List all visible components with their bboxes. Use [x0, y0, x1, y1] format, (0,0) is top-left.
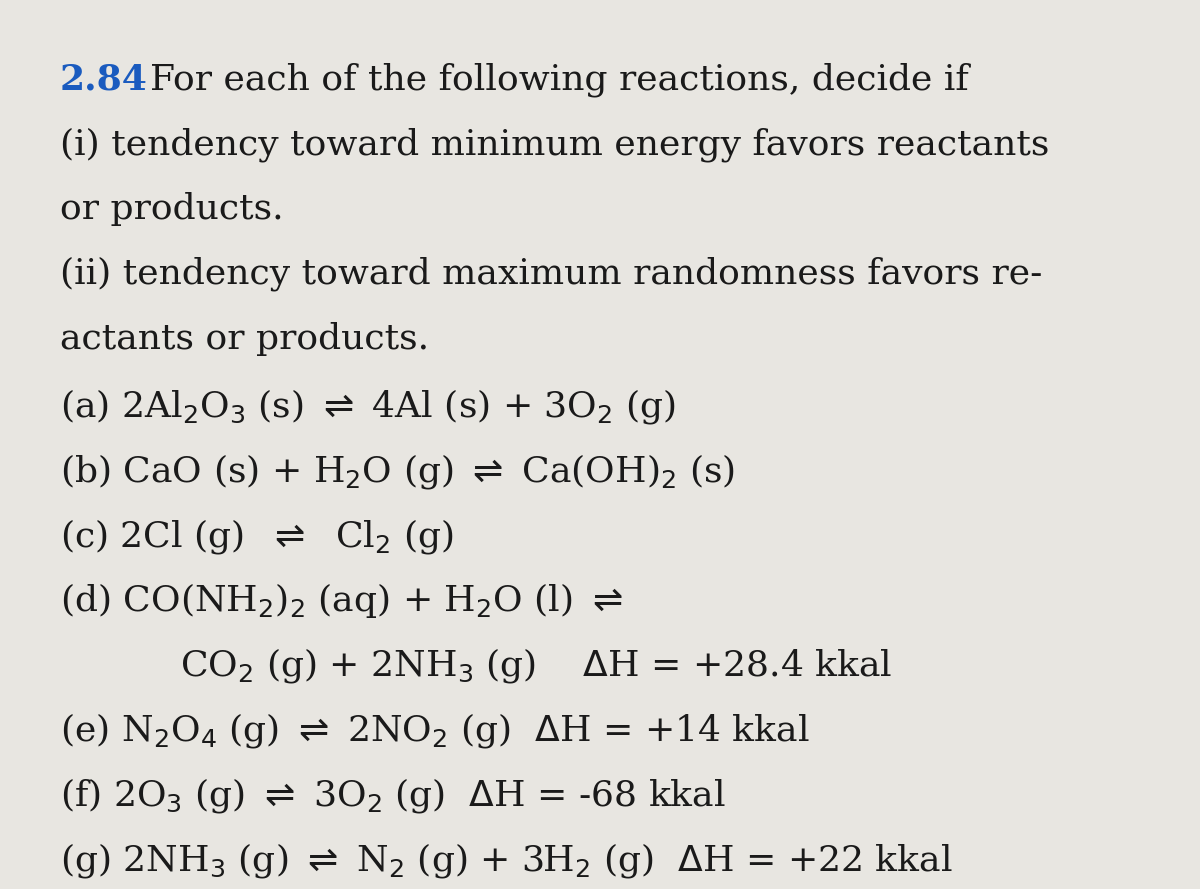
Text: For each of the following reactions, decide if: For each of the following reactions, dec… [150, 62, 968, 97]
Text: (g) 2NH$_3$ (g) $\rightleftharpoons$ N$_2$ (g) + 3H$_2$ (g)  $\Delta$H = +22 kka: (g) 2NH$_3$ (g) $\rightleftharpoons$ N$_… [60, 841, 953, 880]
Text: (e) N$_2$O$_4$ (g) $\rightleftharpoons$ 2NO$_2$ (g)  $\Delta$H = +14 kkal: (e) N$_2$O$_4$ (g) $\rightleftharpoons$ … [60, 711, 810, 750]
Text: CO$_2$ (g) + 2NH$_3$ (g)    $\Delta$H = +28.4 kkal: CO$_2$ (g) + 2NH$_3$ (g) $\Delta$H = +28… [180, 646, 893, 685]
Text: (b) CaO (s) + H$_2$O (g) $\rightleftharpoons$ Ca(OH)$_2$ (s): (b) CaO (s) + H$_2$O (g) $\rightleftharp… [60, 452, 734, 491]
Text: (i) tendency toward minimum energy favors reactants: (i) tendency toward minimum energy favor… [60, 127, 1049, 162]
Text: or products.: or products. [60, 192, 283, 226]
Text: (c) 2Cl (g)  $\rightleftharpoons$  Cl$_2$ (g): (c) 2Cl (g) $\rightleftharpoons$ Cl$_2$ … [60, 517, 454, 556]
Text: 2.84: 2.84 [60, 62, 148, 96]
Text: (a) 2Al$_2$O$_3$ (s) $\rightleftharpoons$ 4Al (s) + 3O$_2$ (g): (a) 2Al$_2$O$_3$ (s) $\rightleftharpoons… [60, 387, 676, 426]
Text: (ii) tendency toward maximum randomness favors re-: (ii) tendency toward maximum randomness … [60, 257, 1043, 292]
Text: actants or products.: actants or products. [60, 322, 430, 356]
Text: (f) 2O$_3$ (g) $\rightleftharpoons$ 3O$_2$ (g)  $\Delta$H = -68 kkal: (f) 2O$_3$ (g) $\rightleftharpoons$ 3O$_… [60, 776, 726, 815]
Text: (d) CO(NH$_2$)$_2$ (aq) + H$_2$O (l) $\rightleftharpoons$: (d) CO(NH$_2$)$_2$ (aq) + H$_2$O (l) $\r… [60, 581, 623, 621]
